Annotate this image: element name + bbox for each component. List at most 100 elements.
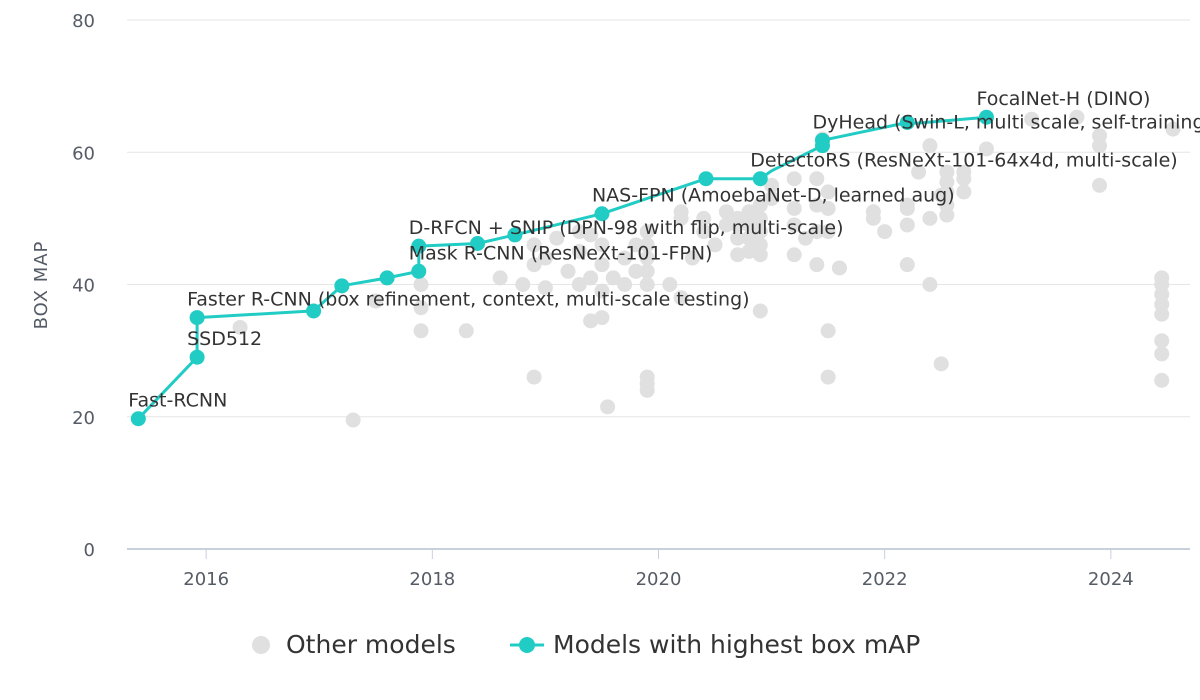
- other-model-point[interactable]: [639, 263, 655, 279]
- other-model-point[interactable]: [820, 200, 836, 216]
- best-model-point[interactable]: [752, 171, 768, 187]
- other-model-point[interactable]: [939, 164, 955, 180]
- other-model-point[interactable]: [786, 200, 802, 216]
- best-model-point[interactable]: [698, 171, 714, 187]
- other-model-point[interactable]: [583, 313, 599, 329]
- other-model-point[interactable]: [605, 270, 621, 286]
- other-model-point[interactable]: [515, 277, 531, 292]
- other-model-point[interactable]: [662, 277, 678, 292]
- other-model-point[interactable]: [764, 191, 780, 207]
- other-model-point[interactable]: [1165, 121, 1181, 137]
- other-model-point[interactable]: [786, 247, 802, 263]
- other-model-point[interactable]: [730, 247, 746, 263]
- other-model-point[interactable]: [741, 217, 757, 233]
- other-model-point[interactable]: [798, 230, 814, 246]
- other-model-point[interactable]: [899, 217, 915, 233]
- other-model-point[interactable]: [718, 217, 734, 233]
- other-model-point[interactable]: [696, 224, 712, 240]
- other-model-point[interactable]: [1069, 109, 1085, 125]
- other-model-point[interactable]: [741, 204, 757, 220]
- other-model-point[interactable]: [786, 171, 802, 187]
- other-model-point[interactable]: [831, 260, 847, 276]
- other-model-point[interactable]: [809, 224, 825, 240]
- other-model-point[interactable]: [526, 257, 542, 273]
- other-model-point[interactable]: [922, 277, 938, 292]
- other-model-point[interactable]: [741, 230, 757, 246]
- best-model-point[interactable]: [470, 236, 486, 252]
- other-model-point[interactable]: [560, 263, 576, 279]
- other-model-point[interactable]: [752, 197, 768, 213]
- other-model-point[interactable]: [786, 217, 802, 233]
- other-model-point[interactable]: [1154, 270, 1170, 286]
- other-model-point[interactable]: [571, 243, 587, 259]
- other-model-point[interactable]: [549, 230, 565, 246]
- other-model-point[interactable]: [639, 369, 655, 385]
- other-model-point[interactable]: [1154, 333, 1170, 349]
- other-model-point[interactable]: [413, 277, 429, 292]
- other-model-point[interactable]: [809, 257, 825, 273]
- other-model-point[interactable]: [1154, 346, 1170, 362]
- other-model-point[interactable]: [537, 250, 553, 266]
- best-model-point[interactable]: [334, 278, 350, 294]
- other-model-point[interactable]: [639, 250, 655, 266]
- other-model-point[interactable]: [718, 204, 734, 220]
- other-model-point[interactable]: [628, 237, 644, 253]
- other-model-point[interactable]: [583, 270, 599, 286]
- other-model-point[interactable]: [594, 237, 610, 253]
- best-model-point[interactable]: [189, 349, 205, 365]
- other-model-point[interactable]: [809, 197, 825, 213]
- other-model-point[interactable]: [583, 227, 599, 243]
- other-model-point[interactable]: [820, 184, 836, 200]
- other-model-point[interactable]: [526, 369, 542, 385]
- other-model-point[interactable]: [639, 277, 655, 292]
- other-model-point[interactable]: [594, 257, 610, 273]
- other-model-point[interactable]: [956, 184, 972, 200]
- other-model-point[interactable]: [865, 210, 881, 226]
- other-model-point[interactable]: [1092, 177, 1108, 193]
- other-model-point[interactable]: [594, 310, 610, 326]
- other-model-point[interactable]: [232, 319, 248, 335]
- best-model-point[interactable]: [978, 109, 994, 125]
- other-model-point[interactable]: [752, 224, 768, 240]
- other-model-point[interactable]: [600, 399, 616, 415]
- other-model-point[interactable]: [956, 164, 972, 180]
- other-model-point[interactable]: [820, 224, 836, 240]
- best-model-point[interactable]: [594, 206, 610, 222]
- other-model-point[interactable]: [939, 197, 955, 213]
- other-model-point[interactable]: [571, 224, 587, 240]
- other-model-point[interactable]: [413, 300, 429, 316]
- other-model-point[interactable]: [1024, 111, 1040, 127]
- other-model-point[interactable]: [639, 224, 655, 240]
- other-model-point[interactable]: [345, 412, 361, 428]
- other-model-point[interactable]: [752, 237, 768, 253]
- other-model-point[interactable]: [978, 141, 994, 157]
- other-model-point[interactable]: [752, 303, 768, 319]
- other-model-point[interactable]: [368, 293, 384, 309]
- other-model-point[interactable]: [707, 237, 723, 253]
- other-model-point[interactable]: [684, 250, 700, 266]
- other-model-point[interactable]: [492, 270, 508, 286]
- other-model-point[interactable]: [922, 138, 938, 154]
- other-model-point[interactable]: [696, 210, 712, 226]
- other-model-point[interactable]: [899, 257, 915, 273]
- other-model-point[interactable]: [617, 250, 633, 266]
- other-model-point[interactable]: [413, 323, 429, 339]
- best-model-point[interactable]: [411, 238, 427, 254]
- other-model-point[interactable]: [673, 204, 689, 220]
- best-model-point[interactable]: [189, 310, 205, 326]
- other-model-point[interactable]: [537, 280, 553, 296]
- other-model-point[interactable]: [809, 171, 825, 187]
- other-model-point[interactable]: [730, 210, 746, 226]
- other-model-point[interactable]: [764, 177, 780, 193]
- other-model-point[interactable]: [820, 323, 836, 339]
- best-model-point[interactable]: [130, 411, 146, 427]
- best-model-point[interactable]: [306, 303, 322, 319]
- other-model-point[interactable]: [594, 283, 610, 299]
- best-model-point[interactable]: [411, 263, 427, 279]
- other-model-point[interactable]: [877, 224, 893, 240]
- other-model-point[interactable]: [617, 277, 633, 292]
- best-model-point[interactable]: [814, 132, 830, 148]
- other-model-point[interactable]: [730, 230, 746, 246]
- other-model-point[interactable]: [571, 277, 587, 292]
- best-model-point[interactable]: [899, 114, 915, 130]
